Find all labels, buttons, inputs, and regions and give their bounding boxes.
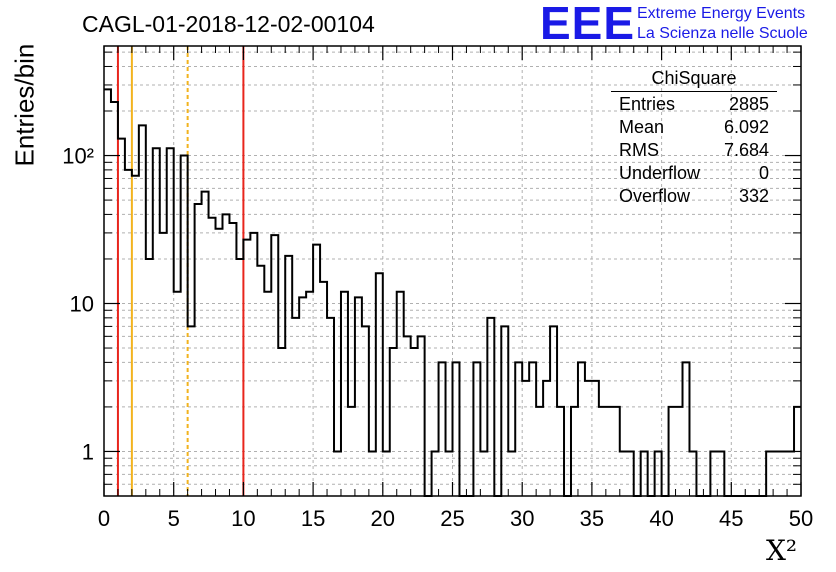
stats-value: 7.684 — [723, 140, 769, 160]
x-tick-label: 20 — [371, 506, 395, 531]
stats-label: RMS — [619, 140, 659, 160]
stats-value: 332 — [738, 186, 769, 206]
stats-value: 6.092 — [723, 117, 769, 137]
y-axis-label: Entries/bin — [9, 43, 40, 167]
stats-row-underflow: Underflow 0 — [611, 163, 777, 186]
stats-label: Overflow — [619, 186, 691, 206]
y-tick-label: 10² — [62, 144, 94, 169]
x-tick-label: 25 — [440, 506, 464, 531]
chart-title: CAGL-01-2018-12-02-00104 — [82, 11, 375, 37]
stats-label: Mean — [619, 117, 665, 137]
stats-value: 0 — [758, 163, 769, 183]
x-tick-label: 10 — [231, 506, 255, 531]
x-tick-label: 0 — [98, 506, 110, 531]
x-tick-label: 5 — [168, 506, 180, 531]
logo-line-2: La Scienza nelle Scuole — [637, 25, 808, 42]
x-tick-label: 35 — [580, 506, 604, 531]
axis-ticks: 0 5 10 15 20 25 30 35 40 45 50 1 10 10² — [62, 46, 813, 531]
stats-row-rms: RMS 7.684 — [611, 140, 777, 163]
histogram-outline — [104, 88, 801, 497]
y-tick-label: 1 — [82, 439, 94, 464]
x-tick-label: 15 — [301, 506, 325, 531]
stats-row-mean: Mean 6.092 — [611, 117, 777, 140]
stats-label: Entries — [619, 94, 676, 114]
stats-title: ChiSquare — [611, 68, 777, 92]
x-tick-label: 45 — [719, 506, 743, 531]
stats-box: ChiSquare Entries 2885 Mean 6.092 RMS 7.… — [611, 68, 777, 209]
stats-row-entries: Entries 2885 — [611, 94, 777, 117]
x-axis-label: X² — [766, 534, 798, 567]
x-tick-label: 50 — [789, 506, 813, 531]
eee-logo: EEE — [540, 0, 636, 49]
x-tick-label: 30 — [510, 506, 534, 531]
stats-value: 2885 — [728, 94, 769, 114]
x-tick-label: 40 — [649, 506, 673, 531]
stats-row-overflow: Overflow 332 — [611, 186, 777, 209]
stats-label: Underflow — [619, 163, 701, 183]
y-tick-label: 10 — [70, 292, 94, 317]
logo-line-1: Extreme Energy Events — [637, 5, 806, 22]
